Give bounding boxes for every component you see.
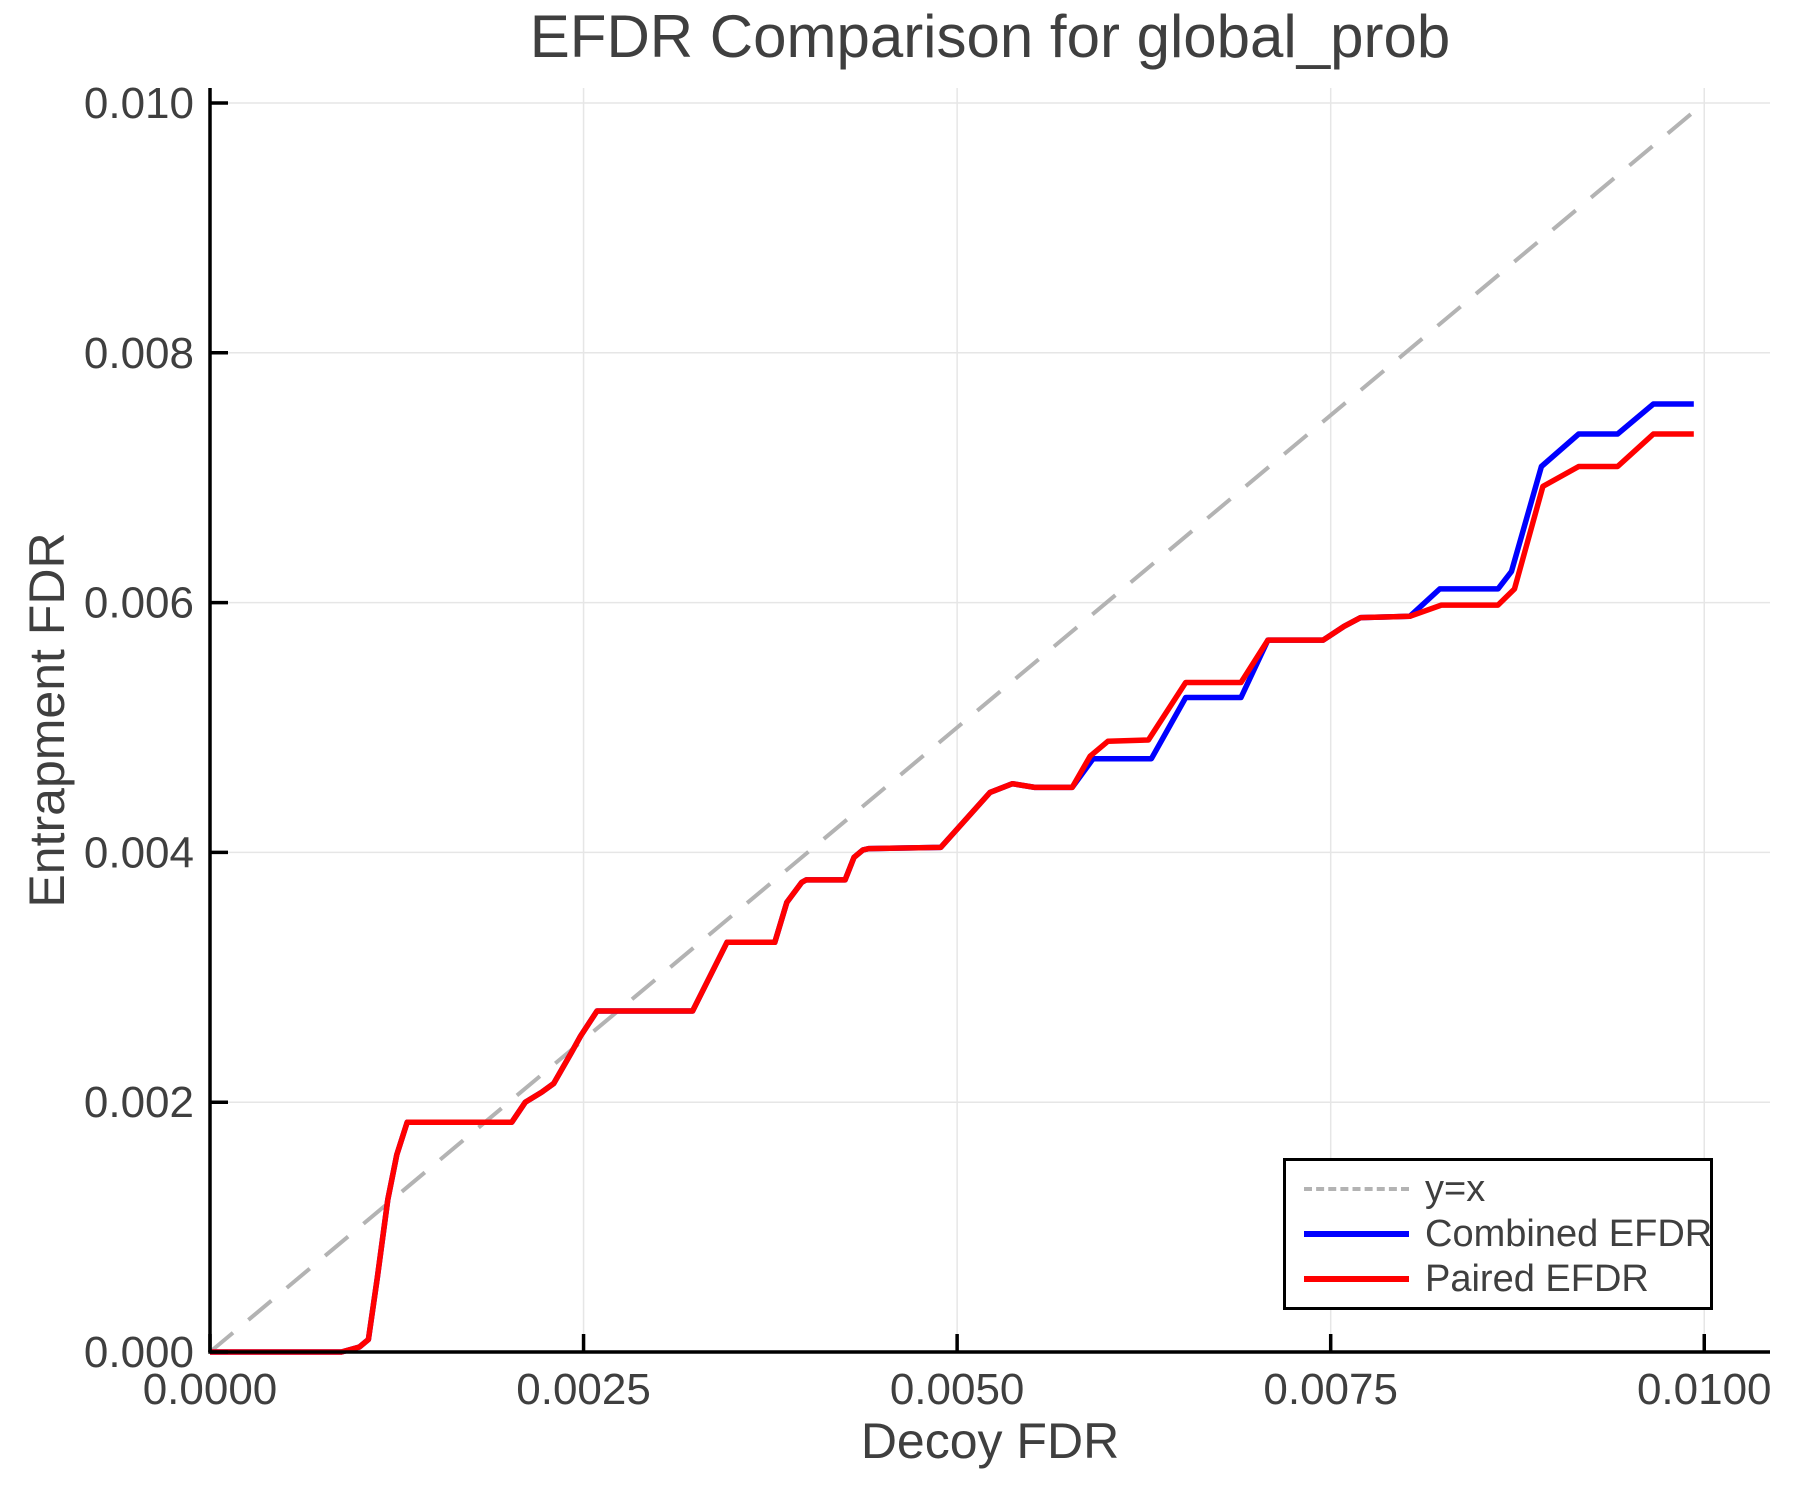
legend-entry-yx: y=x: [1304, 1169, 1710, 1209]
legend-entry-paired: Paired EFDR: [1304, 1259, 1710, 1299]
svg-text:0.002: 0.002: [84, 1078, 194, 1127]
svg-text:0.000: 0.000: [84, 1328, 194, 1377]
axes-spines: [208, 88, 1770, 1354]
chart-title: EFDR Comparison for global_prob: [529, 3, 1451, 70]
red-line-swatch-icon: [1304, 1276, 1409, 1282]
legend: y=x Combined EFDR Paired EFDR: [1283, 1158, 1713, 1310]
blue-line-swatch-icon: [1304, 1231, 1409, 1237]
svg-text:0.0075: 0.0075: [1263, 1365, 1398, 1414]
series-line-y-x: [208, 107, 1699, 1354]
legend-entry-combined: Combined EFDR: [1304, 1213, 1713, 1255]
svg-text:0.004: 0.004: [84, 828, 194, 877]
svg-text:0.0025: 0.0025: [516, 1365, 651, 1414]
tick-marks: [208, 101, 1707, 1354]
svg-text:0.008: 0.008: [84, 329, 194, 378]
legend-label-paired: Paired EFDR: [1425, 1258, 1649, 1300]
svg-text:0.010: 0.010: [84, 79, 194, 128]
legend-label-combined: Combined EFDR: [1425, 1213, 1713, 1255]
x-tick-labels: 0.0000 0.0025 0.0050 0.0075 0.0100: [143, 1365, 1772, 1414]
svg-text:0.0000: 0.0000: [143, 1365, 278, 1414]
legend-label-yx: y=x: [1425, 1168, 1486, 1210]
dashed-line-swatch-icon: [1304, 1187, 1409, 1191]
y-tick-labels: 0.000 0.002 0.004 0.006 0.008 0.010: [84, 79, 194, 1377]
svg-text:0.0050: 0.0050: [890, 1365, 1025, 1414]
y-axis-label: Entrapment FDR: [19, 532, 75, 908]
x-axis-label: Decoy FDR: [860, 1413, 1120, 1469]
series-line-paired-efdr: [210, 431, 1694, 1355]
svg-text:0.006: 0.006: [84, 579, 194, 628]
svg-text:0.0100: 0.0100: [1637, 1365, 1772, 1414]
